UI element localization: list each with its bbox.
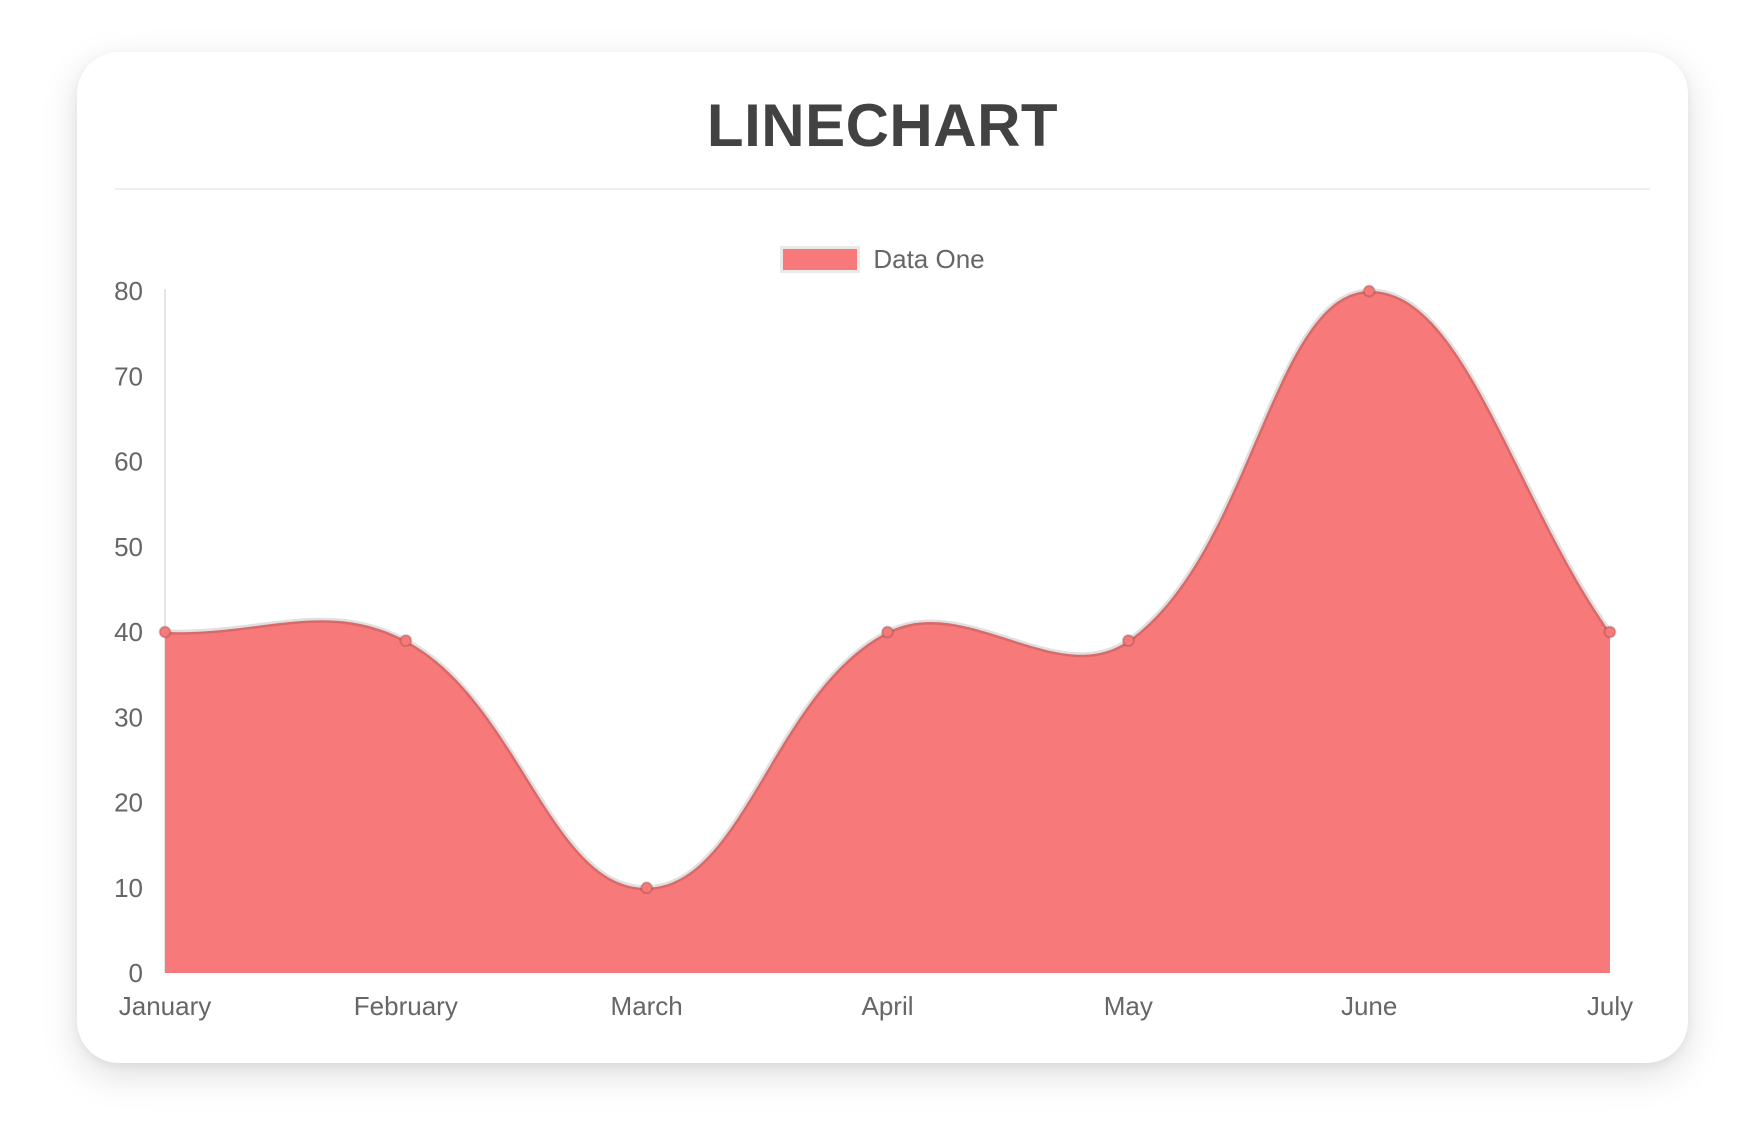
data-point-april[interactable] bbox=[881, 625, 894, 639]
y-tick-label-80: 80 bbox=[114, 276, 143, 306]
line-chart-canvas: 0 10 20 30 40 50 60 70 80 January February March Apr… bbox=[114, 276, 1633, 1021]
x-tick-label-march: March bbox=[611, 991, 683, 1021]
legend-color-swatch bbox=[780, 246, 861, 273]
x-tick-label-april: April bbox=[861, 991, 913, 1021]
x-tick-label-february: February bbox=[354, 991, 458, 1021]
data-point-february[interactable] bbox=[399, 634, 413, 648]
data-point-june[interactable] bbox=[1362, 284, 1376, 298]
chart-title: LINECHART bbox=[706, 92, 1059, 159]
legend-label: Data One bbox=[873, 244, 985, 274]
y-tick-label-0: 0 bbox=[129, 958, 143, 988]
y-tick-label-10: 10 bbox=[114, 873, 143, 903]
area-fill bbox=[165, 290, 1610, 973]
x-tick-label-january: January bbox=[119, 991, 212, 1021]
data-point-march[interactable] bbox=[640, 881, 654, 895]
y-tick-label-30: 30 bbox=[114, 702, 143, 732]
x-tick-label-may: May bbox=[1104, 991, 1153, 1021]
y-tick-label-70: 70 bbox=[114, 361, 143, 391]
chart-card: LINECHART 0 10 20 30 40 50 60 70 80 January Februa… bbox=[77, 52, 1688, 1063]
y-tick-label-50: 50 bbox=[114, 532, 143, 562]
y-tick-label-40: 40 bbox=[114, 617, 143, 647]
data-point-january[interactable] bbox=[158, 625, 172, 639]
title-divider bbox=[115, 188, 1650, 190]
data-point-july[interactable] bbox=[1603, 625, 1617, 639]
legend-item-data-one[interactable]: Data One bbox=[77, 246, 1688, 273]
y-tick-label-60: 60 bbox=[114, 447, 143, 477]
data-point-may[interactable] bbox=[1121, 634, 1135, 648]
x-tick-label-july: July bbox=[1587, 991, 1633, 1021]
y-tick-label-20: 20 bbox=[114, 788, 143, 818]
x-tick-label-june: June bbox=[1341, 991, 1397, 1021]
line-path bbox=[162, 288, 1613, 891]
